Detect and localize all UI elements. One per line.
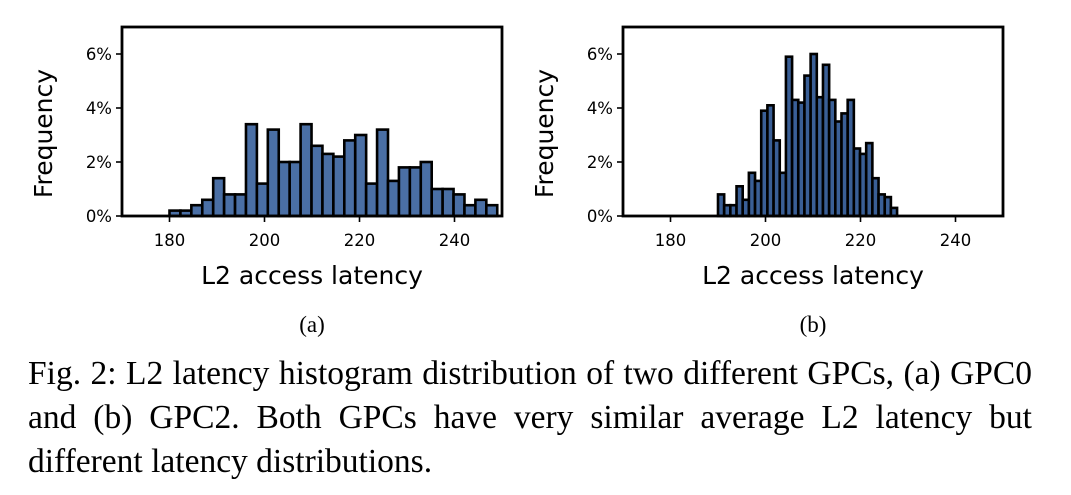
y-tick-label: 4%: [86, 99, 112, 118]
histogram-bar: [266, 128, 281, 218]
y-tick-label: 0%: [587, 207, 613, 226]
y-tick-label: 2%: [86, 153, 112, 172]
x-axis-label: L2 access latency: [702, 261, 924, 290]
histogram-panel-b: 180 200 220 240 0% 2% 4% 6% L2 access latency Fre…: [530, 25, 1005, 337]
histogram-bar: [386, 179, 401, 218]
x-tick-label: 200: [249, 231, 281, 250]
histogram-bar: [342, 139, 357, 218]
figure-caption: Fig. 2: L2 latency histogram distributio…: [28, 355, 1032, 480]
histogram-bar: [452, 193, 466, 218]
histogram-panel-a: 180 200 220 240 0% 2% 4% 6% L2 access latency Fre…: [29, 25, 504, 337]
histogram-bar: [200, 198, 215, 218]
x-axis-label: L2 access latency: [201, 261, 423, 290]
histogram-bar: [419, 160, 433, 218]
histogram-bar: [255, 182, 270, 218]
histogram-bar: [190, 203, 204, 218]
axes-frame: [120, 25, 504, 218]
histogram-bar: [485, 203, 499, 218]
histogram-bar: [463, 203, 477, 218]
y-tick-label: 0%: [86, 207, 112, 226]
histogram-bar: [321, 152, 335, 218]
histogram-bar: [288, 160, 302, 218]
subfigure-label: (b): [800, 312, 827, 337]
histogram-bar: [211, 176, 226, 218]
x-tick-label: 180: [655, 231, 687, 250]
subfigure-label: (a): [299, 312, 325, 337]
histogram-bar: [474, 198, 488, 218]
histogram-bar: [375, 128, 390, 218]
x-tick-label: 180: [154, 231, 186, 250]
y-axis-label: Frequency: [530, 69, 559, 198]
histogram-bar: [233, 193, 248, 218]
histogram-bar: [277, 160, 291, 218]
histogram-bar: [310, 144, 324, 218]
y-axis-label: Frequency: [29, 69, 58, 198]
histogram-bar: [244, 122, 259, 218]
y-tick-label: 6%: [86, 45, 112, 64]
histogram-bar: [299, 122, 313, 218]
x-tick-label: 220: [845, 231, 877, 250]
histogram-bar: [353, 133, 368, 218]
histogram-bar: [397, 166, 412, 218]
x-tick-label: 240: [940, 231, 972, 250]
y-tick-label: 2%: [587, 153, 613, 172]
x-tick-label: 200: [750, 231, 782, 250]
y-tick-label: 4%: [587, 99, 613, 118]
histogram-bar: [222, 193, 237, 218]
histogram-bar: [364, 182, 379, 218]
y-tick-label: 6%: [587, 45, 613, 64]
histogram-bar: [332, 155, 346, 218]
histogram-bar: [441, 187, 455, 218]
histogram-bar: [430, 187, 444, 218]
x-tick-label: 220: [344, 231, 376, 250]
x-tick-label: 240: [439, 231, 471, 250]
axes-frame: [621, 25, 1005, 218]
histogram-bar: [408, 166, 423, 218]
